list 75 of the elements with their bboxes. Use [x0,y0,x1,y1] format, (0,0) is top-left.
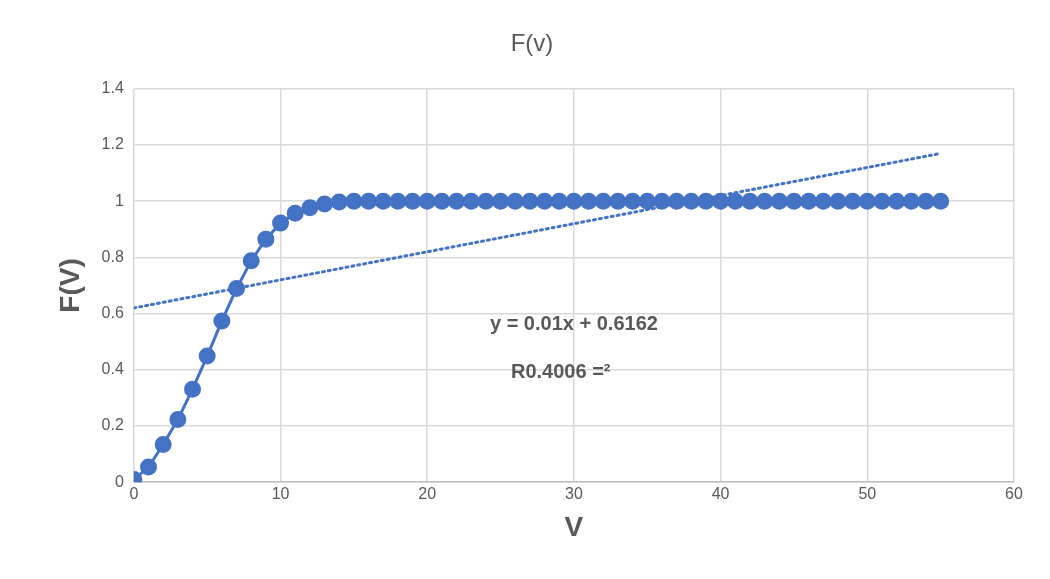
point [653,192,671,210]
point [624,192,642,210]
point [741,192,759,210]
point [184,380,202,398]
point [228,280,246,298]
point [198,347,216,365]
point [932,192,950,210]
point [785,192,803,210]
point [668,192,686,210]
point [594,192,612,210]
point [360,192,378,210]
chart-title: F(v) [510,29,554,57]
point [506,192,524,210]
point [712,192,730,210]
point [477,192,495,210]
point [169,411,187,429]
x-tick-label: 30 [565,485,583,503]
point [301,199,319,217]
point [565,192,583,210]
point [902,192,920,210]
point [330,193,348,211]
point [697,192,715,210]
y-tick-label: 1.4 [101,79,124,97]
point [154,436,172,454]
point [726,192,744,210]
y-axis-title: F(V) [53,258,85,313]
point [536,192,554,210]
point [638,192,656,210]
x-tick-label: 0 [129,485,139,503]
point [286,204,304,222]
point [462,192,480,210]
y-tick-label: 0.6 [101,304,124,322]
point [873,192,891,210]
y-tick-label: 0.8 [101,247,124,265]
point [374,192,392,210]
point [257,230,275,248]
y-tick-label: 1 [114,191,124,209]
point [345,192,363,210]
point [140,458,158,476]
y-tick-label: 1.2 [101,135,124,153]
point [448,192,466,210]
y-tick-label: 0.4 [101,360,124,378]
point [550,192,568,210]
point [433,192,451,210]
point [272,214,290,232]
x-axis-title: V [564,510,584,542]
point [917,192,935,210]
point [242,252,260,270]
annotation: R0.4006 =² [510,359,611,382]
point [844,192,862,210]
point [814,192,832,210]
point [756,192,774,210]
point [858,192,876,210]
y-tick-label: 0 [114,472,124,490]
point [770,192,788,210]
x-tick-label: 40 [711,485,730,503]
point [609,192,627,210]
point [213,312,231,330]
y-tick-label: 0.2 [101,416,124,434]
point [800,192,818,210]
point [521,192,539,210]
point [316,195,334,213]
annotation: y = 0.01x + 0.6162 [489,312,658,335]
point [389,192,407,210]
point [829,192,847,210]
point [492,192,510,210]
x-tick-label: 60 [1005,485,1023,503]
point [580,192,598,210]
x-tick-label: 50 [858,485,877,503]
x-tick-label: 10 [271,485,290,503]
point [682,192,700,210]
point [404,192,422,210]
point [418,192,436,210]
point [888,192,906,210]
x-tick-label: 20 [418,485,437,503]
